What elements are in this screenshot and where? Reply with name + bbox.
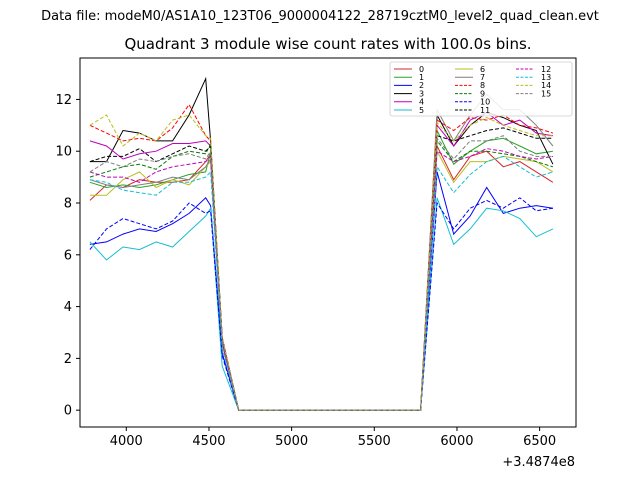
legend-label-12: 12 <box>541 65 551 74</box>
series-line-15 <box>89 135 553 411</box>
y-tick-label: 4 <box>64 300 72 315</box>
legend-label-10: 10 <box>480 98 490 107</box>
y-tick-label: 10 <box>55 145 72 160</box>
legend-label-1: 1 <box>419 73 424 82</box>
x-tick-label: 5500 <box>358 434 391 449</box>
series-line-13 <box>89 155 554 411</box>
series-line-9 <box>89 139 554 411</box>
suptitle: Data file: modeM0/AS1A10_123T06_90000041… <box>41 9 599 24</box>
y-tick-label: 6 <box>64 248 72 263</box>
y-tick-label: 12 <box>55 93 72 108</box>
legend-label-2: 2 <box>419 81 424 90</box>
legend-box <box>389 61 573 117</box>
axes-frame <box>79 57 577 428</box>
chart-title: Quadrant 3 module wise count rates with … <box>124 35 531 53</box>
series-line-7 <box>89 93 554 411</box>
legend-label-6: 6 <box>480 65 485 74</box>
x-tick-label: 4500 <box>192 434 225 449</box>
legend-label-4: 4 <box>419 98 424 107</box>
x-offset-label: +3.4874e8 <box>502 455 575 470</box>
legend-label-15: 15 <box>541 89 551 98</box>
series-line-11 <box>89 127 553 411</box>
x-axis-ticks: 4000 4500 5000 5500 6000 6500 <box>110 427 556 449</box>
y-tick-label: 2 <box>64 352 72 367</box>
x-tick-label: 6500 <box>523 434 556 449</box>
legend-label-9: 9 <box>480 89 485 98</box>
legend-label-14: 14 <box>541 81 551 90</box>
series-line-6 <box>89 149 554 411</box>
series-line-1 <box>89 128 553 411</box>
plot-area <box>79 57 577 428</box>
y-tick-label: 0 <box>64 404 72 419</box>
series-line-12 <box>89 148 553 411</box>
legend-label-13: 13 <box>541 73 551 82</box>
legend-label-5: 5 <box>419 106 424 115</box>
x-tick-label: 5000 <box>275 434 308 449</box>
series-line-10 <box>89 197 553 411</box>
x-tick-label: 4000 <box>110 434 143 449</box>
y-axis-ticks: 0 2 4 6 8 10 12 <box>55 93 80 419</box>
legend-label-0: 0 <box>419 65 424 74</box>
x-tick-label: 6000 <box>440 434 473 449</box>
series-line-3 <box>89 76 554 411</box>
legend-label-3: 3 <box>419 89 424 98</box>
series-line-4 <box>89 111 553 411</box>
legend-label-8: 8 <box>480 81 485 90</box>
series-line-2 <box>89 171 553 411</box>
legend-label-7: 7 <box>480 73 485 82</box>
legend-label-11: 11 <box>480 106 490 115</box>
y-tick-label: 8 <box>64 197 72 212</box>
series-line-14 <box>89 114 553 411</box>
